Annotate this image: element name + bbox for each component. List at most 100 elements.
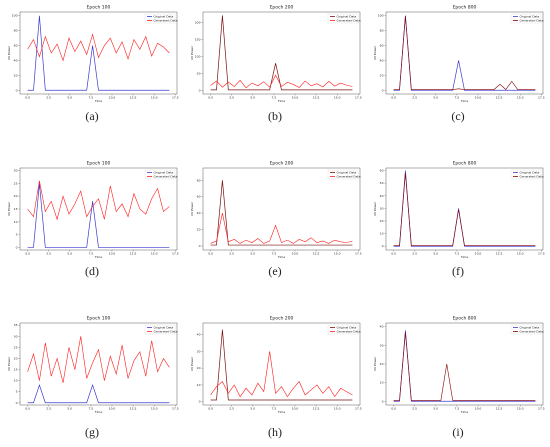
y-tick-label: 0 [199,89,201,93]
y-tick-label: 20 [380,73,384,77]
x-tick-label: 12.5 [313,407,320,411]
y-tick-label: 0 [199,244,201,248]
chart-title: Epoch 100 [87,5,111,11]
y-tick-label: 40 [14,58,18,62]
y-tick-label: 100 [195,54,201,58]
data-line [210,15,353,91]
x-tick-label: 12.5 [313,96,320,100]
y-tick-label: 40 [380,194,384,198]
legend-label: Generated Data [154,19,178,23]
data-line [27,183,170,248]
caption: (a) [85,109,98,123]
data-line [393,173,536,246]
legend-label: Generated Data [154,175,178,179]
chart-title: Epoch 100 [87,316,111,322]
y-tick-label: 20 [197,366,201,370]
data-line [210,213,353,244]
y-tick-label: 10 [380,381,384,385]
x-tick-label: 7.5 [89,252,94,256]
y-tick-label: 40 [197,333,201,337]
x-tick-label: 10.0 [475,407,482,411]
x-tick-label: 0.0 [391,96,396,100]
legend-label: Original Data [520,326,540,330]
x-axis-label: Time [460,255,468,259]
x-tick-label: 15.0 [334,407,341,411]
y-tick-label: 40 [380,58,384,62]
x-tick-label: 0.0 [208,96,213,100]
x-tick-label: 7.5 [89,407,94,411]
x-tick-label: 2.5 [412,252,417,256]
x-tick-label: 0.0 [25,407,30,411]
data-line [27,180,170,221]
y-tick-label: 150 [195,37,201,41]
caption: (h) [268,425,282,439]
x-axis-label: Time [277,99,285,103]
plot-area [19,322,178,406]
y-tick-label: 35 [14,323,18,327]
plot-area [19,167,178,251]
x-tick-label: 10.0 [475,252,482,256]
x-tick-label: 15.0 [517,96,524,100]
plot-area [202,322,361,406]
legend-label: Generated Data [520,330,544,334]
caption: (i) [452,425,463,439]
chart-title: Epoch 100 [87,161,111,167]
x-axis-label: Time [94,99,102,103]
x-tick-label: 2.5 [46,96,51,100]
x-tick-label: 12.5 [313,252,320,256]
x-tick-label: 15.0 [151,407,158,411]
x-tick-label: 10.0 [475,96,482,100]
y-tick-label: 20 [14,194,18,198]
y-tick-label: 30 [380,343,384,347]
x-tick-label: 10.0 [292,407,299,411]
plot-area [202,167,361,251]
y-tick-label: 60 [380,44,384,48]
legend-box [327,169,359,180]
x-tick-label: 5.0 [67,407,72,411]
x-tick-label: 2.5 [412,96,417,100]
x-tick-label: 5.0 [250,252,255,256]
x-tick-label: 17.5 [355,407,362,411]
x-tick-label: 17.5 [538,407,545,411]
y-tick-label: 80 [197,178,201,182]
x-tick-label: 17.5 [355,252,362,256]
x-tick-label: 5.0 [433,407,438,411]
x-tick-label: 15.0 [334,96,341,100]
legend-box [327,13,359,24]
x-tick-label: 2.5 [229,252,234,256]
y-tick-label: 20 [380,362,384,366]
plot-area [202,11,361,95]
x-tick-label: 2.5 [412,407,417,411]
x-tick-label: 7.5 [272,407,277,411]
x-tick-label: 2.5 [46,407,51,411]
data-line [393,15,536,90]
y-tick-label: 25 [14,345,18,349]
legend-label: Original Data [154,15,174,19]
caption: (g) [85,425,99,439]
data-line [27,336,170,383]
y-axis-label: UV Power [373,201,377,216]
x-tick-label: 5.0 [67,252,72,256]
legend-label: Original Data [337,171,357,175]
x-tick-label: 17.5 [355,96,362,100]
y-axis-label: UV Power [190,356,194,371]
plot-area [385,11,544,95]
legend-label: Original Data [154,326,174,330]
legend-label: Original Data [337,15,357,19]
legend-label: Original Data [154,171,174,175]
y-tick-label: 0 [382,244,384,248]
legend-label: Generated Data [520,19,544,23]
y-axis-label: UV Power [7,201,11,216]
data-line [210,351,353,398]
y-tick-label: 10 [197,383,201,387]
y-tick-label: 5 [16,233,18,237]
x-axis-label: Time [94,255,102,259]
y-tick-label: 40 [197,211,201,215]
x-axis-label: Time [94,410,102,414]
y-axis-label: UV Power [190,45,194,60]
x-tick-label: 5.0 [250,96,255,100]
y-axis-label: UV Power [7,356,11,371]
y-tick-label: 200 [195,20,201,24]
legend-label: Original Data [337,326,357,330]
x-tick-label: 7.5 [272,96,277,100]
